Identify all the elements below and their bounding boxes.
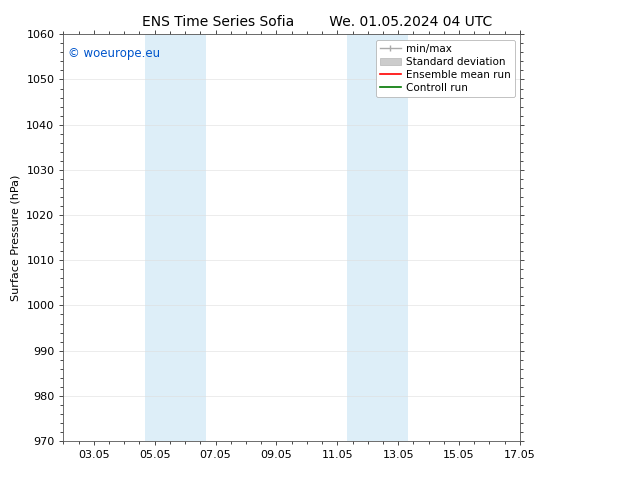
Text: © woeurope.eu: © woeurope.eu [68,47,160,59]
Bar [347,34,408,441]
Text: ENS Time Series Sofia        We. 01.05.2024 04 UTC: ENS Time Series Sofia We. 01.05.2024 04 … [142,15,492,29]
Legend: min/max, Standard deviation, Ensemble mean run, Controll run: min/max, Standard deviation, Ensemble me… [375,40,515,97]
Y-axis label: Surface Pressure (hPa): Surface Pressure (hPa) [11,174,21,301]
Bar [145,34,205,441]
